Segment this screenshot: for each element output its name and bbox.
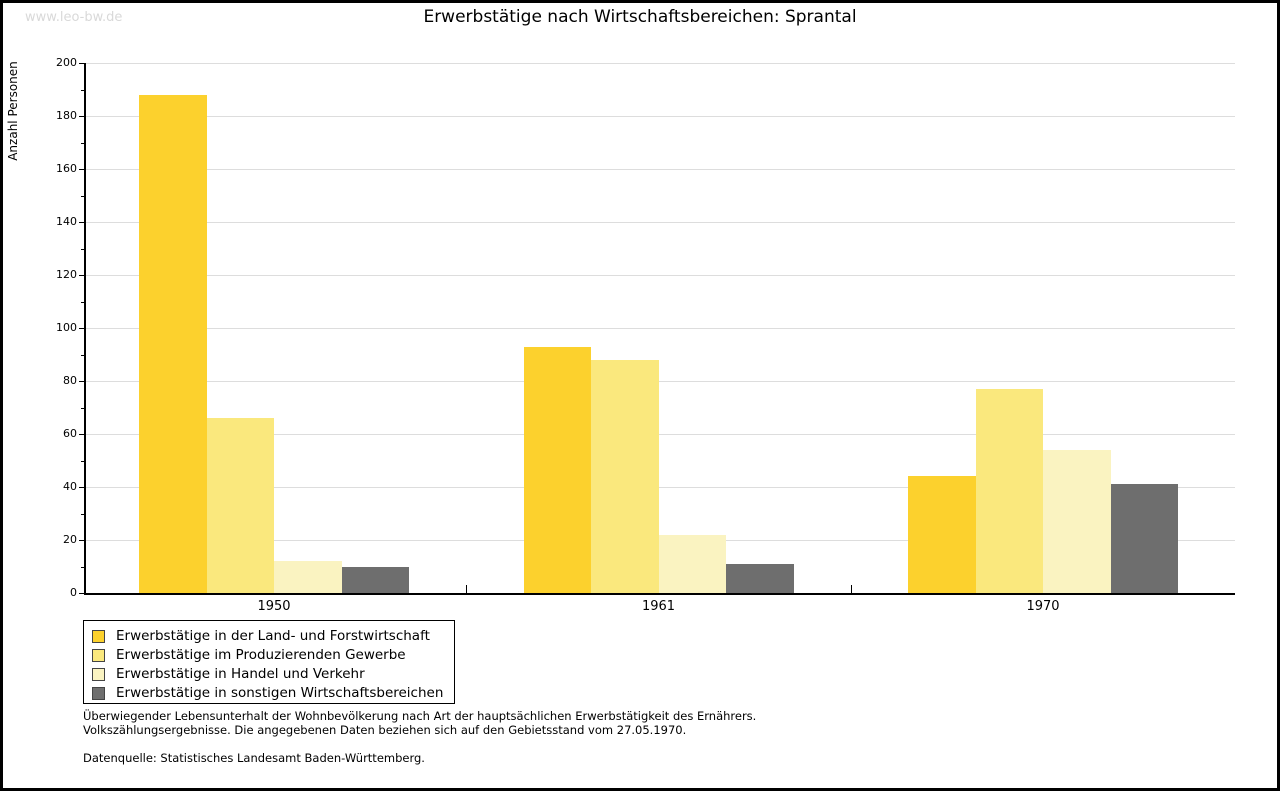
legend-item: Erwerbstätige in der Land- und Forstwirt… <box>92 627 454 645</box>
y-tick <box>79 222 84 223</box>
legend-swatch-sonstige-wirtschaftsbereiche <box>92 686 105 700</box>
y-minor-tick <box>81 142 84 144</box>
y-tick-label: 60 <box>63 427 77 440</box>
x-axis-label-1950: 1950 <box>257 599 291 614</box>
legend-item: Erwerbstätige in sonstigen Wirtschaftsbe… <box>92 684 454 702</box>
legend-label: Erwerbstätige in Handel und Verkehr <box>116 666 365 682</box>
y-tick <box>79 169 84 170</box>
legend-item: Erwerbstätige in Handel und Verkehr <box>92 665 454 683</box>
bar-1961-series2 <box>591 359 659 593</box>
bar-1961-series4 <box>726 563 794 593</box>
y-axis-label: Anzahl Personen <box>6 61 20 161</box>
gridline <box>86 487 1235 488</box>
x-tick <box>466 585 468 593</box>
legend-swatch-handel-verkehr <box>92 667 105 681</box>
gridline <box>86 222 1235 223</box>
y-tick <box>79 63 84 64</box>
bar-1970-series3 <box>1043 449 1111 593</box>
y-tick <box>79 328 84 329</box>
gridline <box>86 381 1235 382</box>
footer-notes: Überwiegender Lebensunterhalt der Wohnbe… <box>83 709 756 765</box>
legend-label: Erwerbstätige in sonstigen Wirtschaftsbe… <box>116 685 444 701</box>
chart-title: Erwerbstätige nach Wirtschaftsbereichen:… <box>423 7 857 27</box>
bar-1950-series1 <box>139 94 207 593</box>
y-tick <box>79 116 84 117</box>
bar-1950-series4 <box>341 566 409 593</box>
footer-line: Volkszählungsergebnisse. Die angegebenen… <box>83 723 687 737</box>
x-axis-label-1970: 1970 <box>1026 599 1060 614</box>
y-tick <box>79 381 84 382</box>
y-tick-label: 100 <box>56 321 77 334</box>
bar-1961-series1 <box>523 346 591 593</box>
data-source: Datenquelle: Statistisches Landesamt Bad… <box>83 751 425 765</box>
legend: Erwerbstätige in der Land- und Forstwirt… <box>83 620 455 704</box>
x-axis-label-1961: 1961 <box>641 599 676 614</box>
bar-1970-series4 <box>1110 484 1178 593</box>
gridline <box>86 434 1235 435</box>
y-minor-tick <box>81 248 84 250</box>
bar-1961-series3 <box>658 534 726 593</box>
y-tick-label: 180 <box>56 109 77 122</box>
gridline <box>86 116 1235 117</box>
legend-label: Erwerbstätige im Produzierenden Gewerbe <box>116 647 406 663</box>
bar-1950-series2 <box>206 418 274 593</box>
y-tick <box>79 540 84 541</box>
legend-label: Erwerbstätige in der Land- und Forstwirt… <box>116 628 430 644</box>
gridline <box>86 169 1235 170</box>
y-minor-tick <box>81 513 84 515</box>
gridline <box>86 275 1235 276</box>
y-tick-label: 160 <box>56 162 77 175</box>
legend-swatch-produzierendes-gewerbe <box>92 648 105 662</box>
y-tick <box>79 593 84 594</box>
y-tick-label: 120 <box>56 268 77 281</box>
bar-1950-series3 <box>274 561 342 593</box>
x-tick <box>850 585 852 593</box>
y-tick-label: 80 <box>63 374 77 387</box>
gridline <box>86 328 1235 329</box>
watermark: www.leo-bw.de <box>25 10 123 25</box>
y-minor-tick <box>81 301 84 303</box>
bar-1970-series2 <box>975 388 1043 593</box>
y-minor-tick <box>81 407 84 409</box>
y-minor-tick <box>81 460 84 462</box>
footer-line: Überwiegender Lebensunterhalt der Wohnbe… <box>83 709 757 723</box>
y-tick <box>79 275 84 276</box>
y-tick-label: 20 <box>63 533 77 546</box>
y-tick-label: 200 <box>56 56 77 69</box>
y-minor-tick <box>81 566 84 568</box>
y-tick <box>79 434 84 435</box>
y-axis-line <box>84 63 86 595</box>
x-axis-line <box>84 593 1235 595</box>
y-tick-label: 140 <box>56 215 77 228</box>
y-minor-tick <box>81 195 84 197</box>
legend-swatch-land-forstwirtschaft <box>92 629 105 643</box>
legend-item: Erwerbstätige im Produzierenden Gewerbe <box>92 646 454 664</box>
y-tick-label: 40 <box>63 480 77 493</box>
gridline <box>86 63 1235 64</box>
y-tick <box>79 487 84 488</box>
y-tick-label: 0 <box>70 586 77 599</box>
y-minor-tick <box>81 354 84 356</box>
bar-1970-series1 <box>908 476 976 593</box>
y-minor-tick <box>81 89 84 91</box>
